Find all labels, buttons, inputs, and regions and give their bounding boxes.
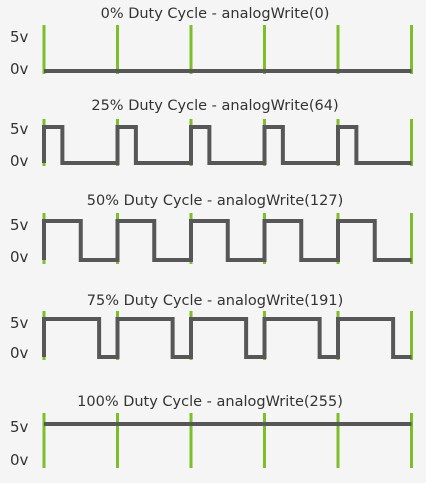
panel-title: 100% Duty Cycle - analogWrite(255) — [77, 394, 343, 410]
high-voltage-label: 5v — [10, 314, 29, 332]
panel-75-percent: 75% Duty Cycle - analogWrite(191) 5v 0v — [10, 293, 413, 362]
high-voltage-label: 5v — [10, 418, 29, 436]
panel-100-percent: 100% Duty Cycle - analogWrite(255) 5v 0v — [10, 394, 413, 469]
low-voltage-label: 0v — [10, 60, 29, 78]
panel-title: 25% Duty Cycle - analogWrite(64) — [91, 98, 338, 114]
panel-title: 75% Duty Cycle - analogWrite(191) — [87, 293, 343, 309]
low-voltage-label: 0v — [10, 152, 29, 170]
high-voltage-label: 5v — [10, 120, 29, 138]
panel-25-percent: 25% Duty Cycle - analogWrite(64) 5v 0v — [10, 98, 413, 170]
low-voltage-label: 0v — [10, 451, 29, 469]
pwm-signal-line — [42, 219, 412, 262]
low-voltage-label: 0v — [10, 344, 29, 362]
pwm-signal-line — [42, 317, 412, 359]
high-voltage-label: 5v — [10, 216, 29, 234]
panel-0-percent: 0% Duty Cycle - analogWrite(0) 5v 0v — [10, 6, 413, 78]
period-markers — [42, 413, 413, 468]
panel-title: 0% Duty Cycle - analogWrite(0) — [101, 6, 330, 22]
low-voltage-label: 0v — [10, 248, 29, 266]
panel-50-percent: 50% Duty Cycle - analogWrite(127) 5v 0v — [10, 193, 413, 266]
high-voltage-label: 5v — [10, 28, 29, 46]
pwm-signal-line — [42, 125, 412, 165]
panel-title: 50% Duty Cycle - analogWrite(127) — [87, 193, 343, 209]
period-markers — [42, 25, 413, 74]
